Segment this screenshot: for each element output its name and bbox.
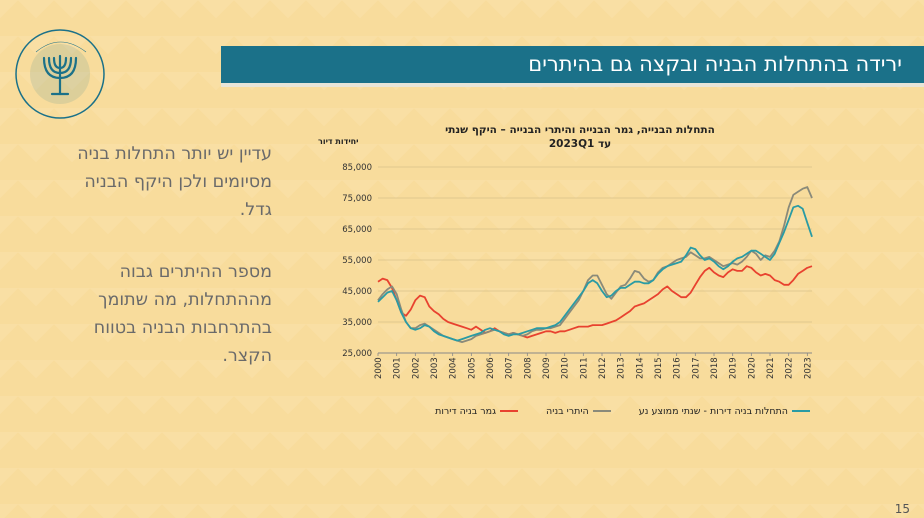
y-tick-label: 85,000 — [342, 163, 372, 173]
chart-series-lines — [377, 186, 813, 344]
x-tick-label: 2001 — [393, 357, 403, 379]
x-axis-ticks: 2000 2001 2002 2003 2004 2005 2006 2007 2008 2009… — [374, 353, 813, 379]
x-tick-label: 2000 — [374, 357, 384, 379]
x-tick-label: 2019 — [729, 357, 739, 379]
chart-title-line-1: התחלות הבנייה, גמר הבנייה והיתרי הבנייה … — [445, 124, 715, 136]
y-tick-label: 35,000 — [342, 318, 372, 328]
x-tick-label: 2014 — [635, 357, 645, 379]
chart-title: התחלות הבנייה, גמר הבנייה והיתרי הבנייה … — [400, 123, 760, 151]
x-tick-label: 2023 — [803, 357, 813, 379]
x-tick-label: 2017 — [691, 357, 701, 379]
x-tick-label: 2015 — [654, 357, 664, 379]
series-line-completions — [377, 265, 813, 339]
series-line-starts — [377, 204, 813, 342]
legend-label-permits: היתרי בניה — [545, 405, 589, 417]
x-tick-label: 2009 — [542, 357, 552, 379]
x-tick-label: 2021 — [766, 357, 776, 379]
x-tick-label: 2006 — [486, 357, 496, 379]
x-tick-label: 2018 — [710, 357, 720, 379]
x-tick-label: 2020 — [747, 357, 757, 379]
legend-label-starts: התחלות בניה דירות - שנתי ממוצע נע — [638, 405, 788, 417]
y-tick-label: 25,000 — [342, 349, 372, 359]
x-tick-label: 2016 — [673, 357, 683, 379]
legend-swatch-permits — [592, 409, 611, 413]
x-tick-label: 2004 — [449, 357, 459, 379]
x-tick-label: 2010 — [561, 357, 571, 379]
bullet-paragraph-2: מספר ההיתרים גבוה מההתחלות, מה שתומך בהת… — [93, 262, 272, 366]
bullet-text-block: עדיין יש יותר התחלות בניה מסיומים ולכן ה… — [60, 140, 272, 404]
x-tick-label: 2005 — [467, 357, 477, 379]
menorah-seal-icon — [15, 29, 105, 119]
x-tick-label: 2012 — [598, 357, 608, 379]
x-tick-label: 2022 — [785, 357, 795, 379]
chart-title-line-2: עד 2023Q1 — [548, 138, 612, 150]
y-tick-label: 45,000 — [342, 287, 372, 297]
bullet-paragraph-1: עדיין יש יותר התחלות בניה מסיומים ולכן ה… — [77, 144, 272, 220]
legend-item-completions: גמר בניה דירות — [435, 406, 518, 417]
x-tick-label: 2007 — [505, 357, 515, 379]
slide-title: ירידה בהתחלות הבניה ובקצה גם בהיתרים — [528, 52, 902, 76]
legend-swatch-completions — [499, 409, 518, 413]
slide-title-bar: ירידה בהתחלות הבניה ובקצה גם בהיתרים — [221, 46, 924, 87]
legend-item-starts: התחלות בניה דירות - שנתי ממוצע נע — [639, 406, 810, 417]
legend-swatch-starts — [792, 409, 810, 413]
legend-item-permits: היתרי בניה — [546, 406, 611, 417]
legend-label-completions: גמר בניה דירות — [435, 405, 496, 417]
x-tick-label: 2008 — [523, 357, 533, 379]
y-tick-label: 65,000 — [342, 225, 372, 235]
page-number: 15 — [894, 502, 910, 516]
chart-legend: התחלות בניה דירות - שנתי ממוצע נע היתרי … — [380, 402, 810, 420]
x-tick-label: 2003 — [430, 357, 440, 379]
y-tick-label: 55,000 — [342, 256, 372, 266]
bank-of-israel-logo — [12, 22, 108, 126]
x-tick-label: 2002 — [411, 357, 421, 379]
x-tick-label: 2011 — [579, 357, 589, 379]
y-axis-unit-label: יחידות דיור — [318, 137, 359, 146]
x-tick-label: 2013 — [617, 357, 627, 379]
y-axis-ticks: 25,000 35,000 45,000 55,000 65,000 75,000 85,0… — [342, 163, 372, 359]
y-tick-label: 75,000 — [342, 194, 372, 204]
